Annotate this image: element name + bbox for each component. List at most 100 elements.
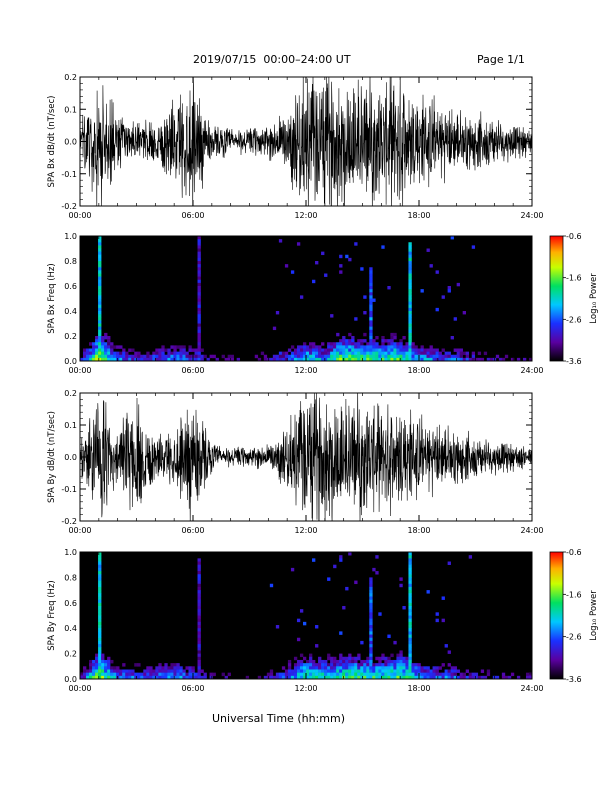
spectrogram-cell	[98, 675, 102, 680]
spectrogram-cell	[408, 659, 412, 664]
spectrogram-cell	[296, 357, 301, 362]
spectrogram-cell	[396, 675, 400, 680]
spectrogram-cell	[116, 669, 120, 673]
spectrogram-cell	[98, 618, 102, 623]
spectrogram-cell	[408, 304, 412, 309]
spectrogram-cell	[197, 295, 201, 299]
spectrogram-cell	[405, 663, 409, 667]
spectrogram-cell	[197, 663, 201, 667]
spectrogram-cell	[366, 672, 370, 677]
spectrogram-cell	[290, 669, 295, 673]
spectrogram-cell	[471, 245, 476, 249]
spectrogram-cell	[330, 354, 334, 359]
spectrogram-cell	[197, 564, 201, 569]
spectrogram-cell	[92, 659, 96, 664]
spectrogram-cell	[158, 357, 162, 362]
spectrogram-cell	[408, 326, 412, 331]
spectrogram-cell	[408, 317, 412, 321]
spectrogram-cell	[98, 615, 102, 619]
spectrogram-cell	[284, 669, 289, 673]
spectrogram-cell	[348, 354, 352, 359]
spectrogram-cell	[321, 351, 325, 356]
spectrogram-cell	[128, 354, 132, 359]
spectrogram-cell	[315, 663, 319, 667]
spectrogram-cell	[390, 354, 394, 359]
spectrogram-cell	[287, 675, 292, 680]
spectrogram-cell	[339, 264, 343, 268]
spectrogram-cell	[315, 669, 319, 673]
spectrogram-cell	[327, 351, 331, 356]
spectrogram-cell	[318, 348, 322, 352]
spectrogram-cell	[101, 653, 105, 658]
spectrogram-cell	[363, 663, 367, 667]
spectrogram-cell	[348, 659, 352, 664]
spectrogram-cell	[110, 669, 114, 673]
spectrogram-cell	[357, 342, 361, 346]
spectrogram-cell	[339, 669, 343, 673]
spectrogram-cell	[426, 348, 430, 352]
spectrogram-cell	[309, 663, 313, 667]
spectrogram-cell	[384, 354, 388, 359]
spectrogram-cell	[146, 675, 150, 680]
spectrogram-cell	[510, 672, 515, 677]
spectrogram-cell	[321, 342, 325, 346]
spectrogram-cell	[161, 348, 165, 352]
spectrogram-cell	[414, 663, 418, 667]
spectrogram-cell	[393, 675, 397, 680]
spectrogram-cell	[381, 666, 385, 670]
spectrogram-cell	[98, 659, 102, 664]
spectrogram-cell	[321, 251, 325, 256]
spectrogram-cell	[381, 663, 385, 667]
spectrogram-cell	[387, 357, 391, 362]
spectrogram-cell	[164, 669, 168, 673]
spectrogram-cell	[296, 659, 301, 664]
spectrogram-cell	[435, 357, 439, 362]
spectrogram-cell	[296, 666, 301, 670]
spectrogram-cell	[275, 625, 280, 629]
spectrogram-cell	[161, 345, 165, 349]
spectrogram-cell	[339, 345, 343, 349]
spectrogram-cell	[369, 289, 373, 293]
spectrogram-cell	[399, 348, 403, 352]
spectrogram-cell	[369, 276, 373, 281]
spectrogram-cell	[197, 653, 201, 658]
spectrogram-cell	[89, 351, 93, 356]
spectrogram-cell	[327, 345, 331, 349]
spectrogram-cell	[312, 348, 316, 352]
spectrogram-cell	[525, 672, 530, 677]
spectrogram-cell	[372, 298, 376, 302]
spectrogram-cell	[324, 672, 328, 677]
spectrogram-cell	[330, 663, 334, 667]
spectrogram-cell	[327, 354, 331, 359]
spectrogram-cell	[89, 659, 93, 664]
spectrogram-cell	[348, 357, 352, 362]
x-tick-label: 06:00	[181, 684, 204, 693]
spectrogram-cell	[369, 332, 373, 337]
spectrogram-cell	[179, 672, 183, 677]
spectrogram-cell	[293, 675, 298, 680]
spectrogram-cell	[131, 354, 135, 359]
spectrogram-cell	[399, 650, 403, 654]
spectrogram-cell	[290, 567, 295, 572]
spectrogram-cell	[164, 672, 168, 677]
spectrogram-cell	[339, 342, 343, 346]
spectrogram-cell	[107, 669, 111, 673]
spectrogram-cell	[164, 348, 168, 352]
spectrogram-cell	[408, 583, 412, 588]
spectrogram-cell	[336, 357, 340, 362]
spectrogram-cell	[155, 666, 159, 670]
spectrogram-cell	[125, 669, 129, 673]
spectrogram-cell	[354, 672, 358, 677]
spectrogram-cell	[101, 348, 105, 352]
spectrogram-cell	[152, 669, 156, 673]
spectrogram-cell	[402, 354, 406, 359]
spectrogram-cell	[384, 339, 388, 343]
spectrogram-cell	[483, 351, 488, 356]
spectrogram-cell	[299, 357, 304, 362]
spectrogram-cell	[459, 672, 463, 677]
spectrogram-cell	[459, 351, 463, 356]
spectrogram-cell	[306, 675, 310, 680]
spectrogram-cell	[101, 675, 105, 680]
spectrogram-cell	[405, 348, 409, 352]
spectrogram-cell	[486, 357, 491, 362]
